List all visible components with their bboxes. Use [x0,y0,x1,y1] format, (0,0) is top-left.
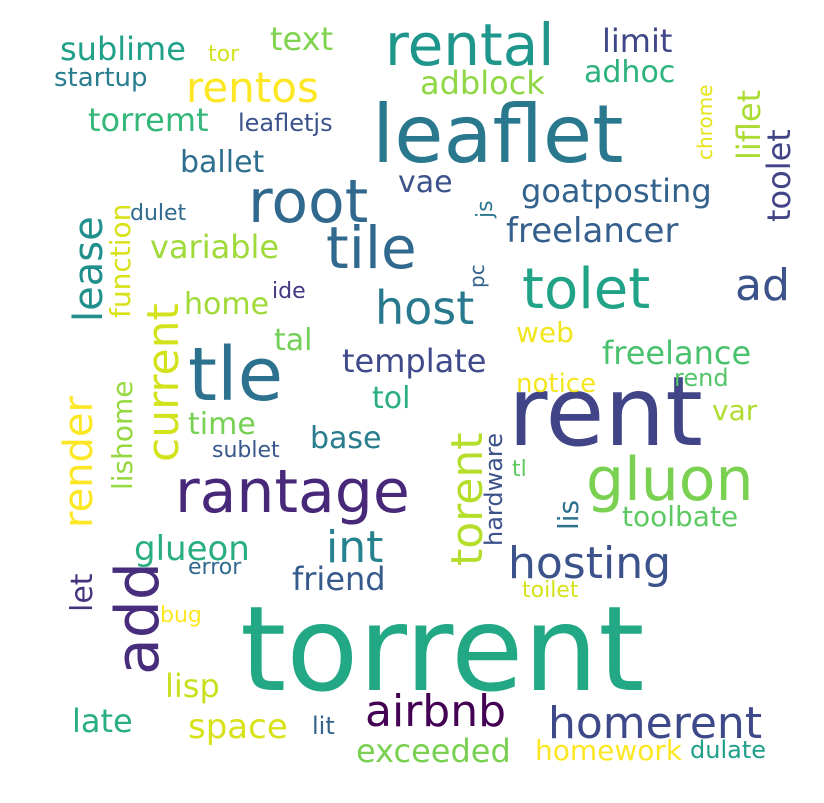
word: base [310,421,382,456]
word: var [712,394,758,427]
word: leafletjs [238,109,333,137]
word: error [188,555,242,580]
word: airbnb [365,686,506,737]
word: adhoc [584,55,675,90]
word: startup [54,63,148,93]
word: time [188,407,256,442]
word: template [342,342,486,380]
word: add [103,562,173,675]
word: goatposting [521,172,712,210]
word: ballet [180,145,265,180]
word: lishome [106,380,139,490]
word: function [104,204,137,318]
word: variable [150,228,279,266]
word: toolbate [622,500,738,533]
word: leaflet [372,88,623,181]
word: liflet [730,90,768,160]
word: sublet [212,438,280,463]
word: toolet [760,129,798,222]
word: tor [208,42,240,67]
word: torremt [88,101,209,139]
word: let [65,573,100,612]
word: freelance [602,334,751,372]
word: pc [465,264,489,288]
word: rentos [186,63,319,112]
word: lisp [165,667,220,705]
word: homework [535,734,683,767]
word: js [473,200,498,219]
word: rantage [175,457,410,527]
word: tl [512,457,527,482]
word: lis [552,500,585,530]
word: toilet [522,578,579,603]
word: rental [385,11,554,79]
word: dulet [130,201,187,226]
word: torrent [240,580,644,718]
word: gluon [586,445,754,515]
word: bug [160,603,202,628]
word: rend [674,364,729,392]
word: root [248,167,368,237]
word: current [138,303,189,462]
word: tol [372,381,410,416]
word: int [326,522,383,573]
word: sublime [60,30,186,68]
word: notice [516,369,596,399]
word: adblock [420,64,545,102]
word: tolet [522,257,650,322]
word: host [375,281,474,335]
word: exceeded [356,732,511,770]
word: vae [398,165,453,200]
word: tal [274,323,312,358]
word: hosting [508,538,671,589]
word: torent [442,432,493,566]
word: glueon [134,529,250,569]
word: hardware [480,433,508,546]
word: rent [508,356,703,468]
word: freelancer [506,211,678,251]
word: chrome [693,85,717,160]
word: web [516,316,574,349]
word: limit [602,22,672,60]
word: dulate [690,736,766,764]
word: ad [735,260,790,311]
word: lit [312,712,335,740]
word: render [56,395,102,528]
word: text [270,20,333,58]
word: tile [326,214,417,282]
word: ide [272,279,306,304]
word: lease [66,216,112,322]
word: home [184,287,269,322]
word: space [188,707,288,747]
word: tle [188,332,283,418]
word: homerent [548,698,762,749]
word: friend [292,560,386,598]
word: late [72,702,133,740]
